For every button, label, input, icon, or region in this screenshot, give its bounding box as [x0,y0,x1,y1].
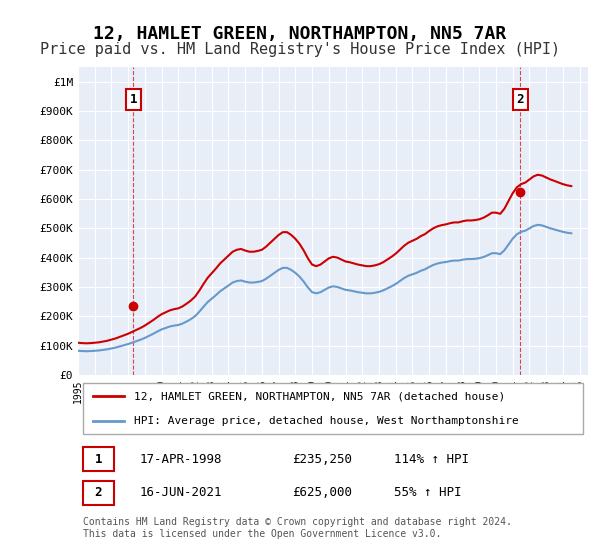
Text: £625,000: £625,000 [292,486,352,499]
Text: £235,250: £235,250 [292,452,352,465]
Text: HPI: Average price, detached house, West Northamptonshire: HPI: Average price, detached house, West… [134,416,519,426]
Text: 2: 2 [517,93,524,106]
FancyBboxPatch shape [83,447,114,471]
Text: 1: 1 [95,452,102,465]
FancyBboxPatch shape [83,480,114,505]
Text: 2: 2 [95,486,102,499]
Text: 12, HAMLET GREEN, NORTHAMPTON, NN5 7AR (detached house): 12, HAMLET GREEN, NORTHAMPTON, NN5 7AR (… [134,391,505,402]
Text: Price paid vs. HM Land Registry's House Price Index (HPI): Price paid vs. HM Land Registry's House … [40,42,560,57]
Text: 1: 1 [130,93,137,106]
Text: Contains HM Land Registry data © Crown copyright and database right 2024.
This d: Contains HM Land Registry data © Crown c… [83,517,512,539]
Text: 12, HAMLET GREEN, NORTHAMPTON, NN5 7AR: 12, HAMLET GREEN, NORTHAMPTON, NN5 7AR [94,25,506,43]
FancyBboxPatch shape [83,384,583,434]
Text: 114% ↑ HPI: 114% ↑ HPI [394,452,469,465]
Text: 16-JUN-2021: 16-JUN-2021 [139,486,222,499]
Text: 55% ↑ HPI: 55% ↑ HPI [394,486,462,499]
Text: 17-APR-1998: 17-APR-1998 [139,452,222,465]
